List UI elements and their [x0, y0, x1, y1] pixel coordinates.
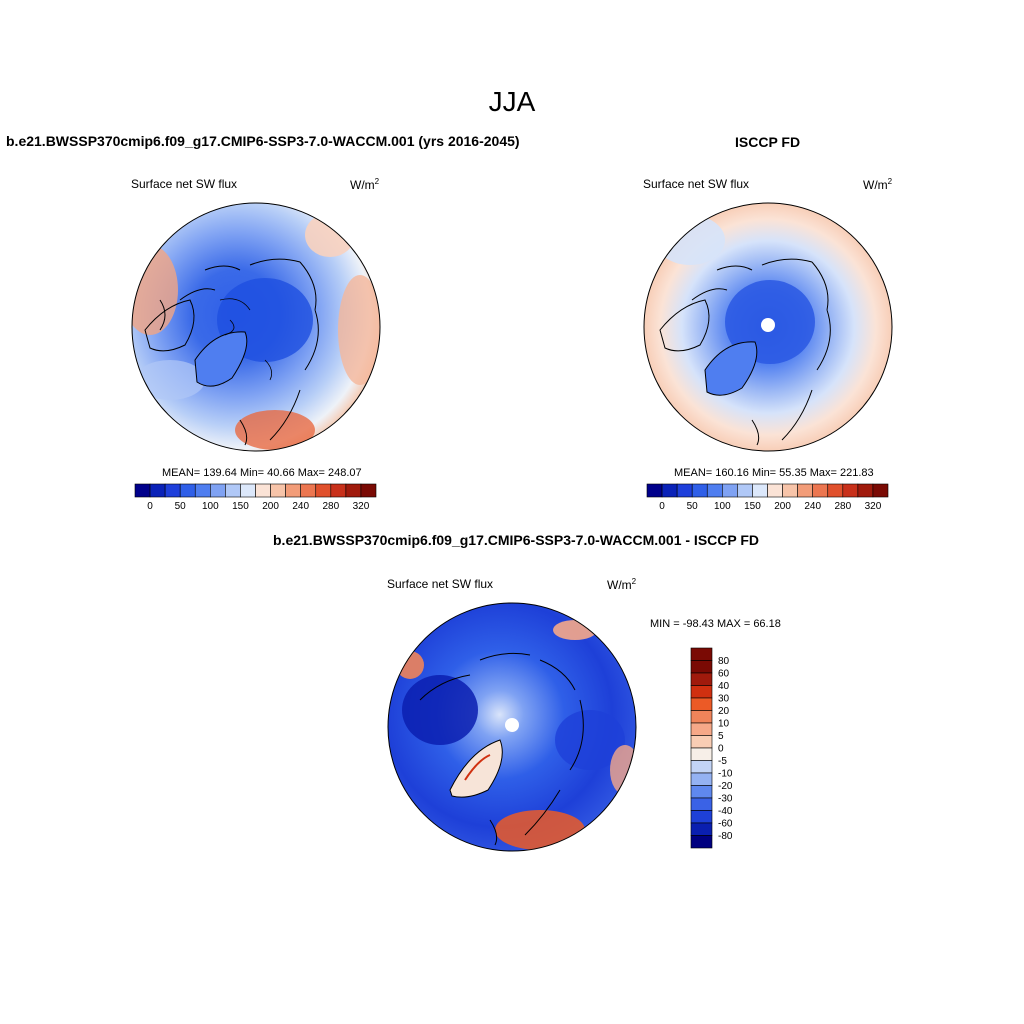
colorbar-swatch [345, 483, 362, 498]
panel-1-variable: Surface net SW flux [131, 177, 238, 191]
colorbar-tick-label: 280 [322, 501, 339, 512]
panel-2-colorbar: 0 50 100 150 200 240 280 320 [646, 483, 889, 512]
colorbar-tick-label: -5 [718, 756, 727, 767]
colorbar-swatch [690, 810, 713, 824]
colorbar-swatch [690, 710, 713, 724]
colorbar-swatch [842, 483, 859, 498]
colorbar-swatch [690, 672, 713, 686]
colorbar-swatch [300, 483, 317, 498]
colorbar-tick-label: -10 [718, 769, 733, 780]
panel-2-stats: MEAN= 160.16 Min= 55.35 Max= 221.83 [674, 467, 874, 479]
colorbar-swatch [646, 483, 663, 498]
colorbar-swatch [690, 835, 713, 849]
colorbar-tick-label: 150 [744, 501, 761, 512]
colorbar-swatch [706, 483, 723, 498]
colorbar-swatch [134, 483, 151, 498]
panel-3-stats: MIN = -98.43 MAX = 66.18 [650, 618, 781, 630]
colorbar-tick-label: 20 [718, 706, 730, 717]
colorbar-tick-label: -40 [718, 806, 733, 817]
colorbar-tick-label: 0 [718, 744, 724, 755]
colorbar-swatch [255, 483, 271, 498]
colorbar-tick-label: 200 [774, 501, 791, 512]
colorbar-tick-label: 280 [834, 501, 851, 512]
panel-1-units: W/m2 [350, 177, 380, 192]
colorbar-tick-label: 0 [659, 501, 665, 512]
colorbar-tick-label: 50 [687, 501, 699, 512]
colorbar-tick-label: 320 [865, 501, 882, 512]
colorbar-swatch [690, 760, 713, 774]
colorbar-swatch [690, 697, 713, 711]
colorbar-tick-label: 0 [147, 501, 153, 512]
colorbar-tick-label: 100 [202, 501, 219, 512]
colorbar-swatch [737, 483, 753, 498]
colorbar-swatch [164, 483, 181, 498]
colorbar-swatch [690, 785, 713, 799]
map-panel-2 [643, 202, 893, 452]
colorbar-swatch [767, 483, 783, 498]
colorbar-swatch [691, 483, 708, 498]
colorbar-swatch [270, 483, 286, 498]
colorbar-tick-label: 240 [292, 501, 309, 512]
colorbar-swatch [690, 797, 713, 811]
colorbar-swatch [690, 735, 713, 749]
colorbar-swatch [690, 772, 713, 786]
panel-3-variable: Surface net SW flux [387, 577, 494, 591]
colorbar-swatch [690, 647, 713, 661]
colorbar-tick-label: 320 [353, 501, 370, 512]
colorbar-swatch [149, 483, 166, 498]
colorbar-swatch [690, 747, 713, 761]
colorbar-tick-label: 240 [804, 501, 821, 512]
panel-3-units: W/m2 [607, 577, 637, 592]
panel-2-units: W/m2 [863, 177, 893, 192]
colorbar-swatch [872, 483, 889, 498]
colorbar-tick-label: 30 [718, 694, 730, 705]
colorbar-swatch [797, 483, 813, 498]
figure-title: JJA [488, 86, 536, 117]
colorbar-tick-label: 10 [718, 719, 730, 730]
colorbar-swatch [690, 685, 713, 699]
colorbar-tick-label: -60 [718, 819, 733, 830]
map-panel-1 [131, 202, 381, 452]
colorbar-tick-label: -20 [718, 781, 733, 792]
panel-1-title: b.e21.BWSSP370cmip6.f09_g17.CMIP6-SSP3-7… [6, 133, 520, 149]
colorbar-tick-label: -30 [718, 794, 733, 805]
colorbar-swatch [812, 483, 829, 498]
colorbar-tick-label: 40 [718, 681, 730, 692]
colorbar-swatch [690, 660, 713, 674]
colorbar-swatch [676, 483, 693, 498]
colorbar-tick-label: 150 [232, 501, 249, 512]
colorbar-tick-label: 5 [718, 731, 724, 742]
colorbar-tick-label: 100 [714, 501, 731, 512]
colorbar-swatch [360, 483, 377, 498]
panel-3-title: b.e21.BWSSP370cmip6.f09_g17.CMIP6-SSP3-7… [273, 532, 760, 548]
map-panel-3 [387, 602, 637, 852]
colorbar-tick-label: 80 [718, 656, 730, 667]
colorbar-swatch [210, 483, 226, 498]
colorbar-swatch [782, 483, 798, 498]
colorbar-tick-label: 200 [262, 501, 279, 512]
colorbar-swatch [722, 483, 738, 498]
colorbar-swatch [179, 483, 196, 498]
colorbar-swatch [285, 483, 301, 498]
colorbar-swatch [225, 483, 241, 498]
colorbar-swatch [857, 483, 874, 498]
colorbar-swatch [690, 722, 713, 736]
colorbar-swatch [194, 483, 211, 498]
colorbar-tick-label: 60 [718, 669, 730, 680]
colorbar-swatch [240, 483, 256, 498]
colorbar-swatch [690, 822, 713, 836]
colorbar-swatch [661, 483, 678, 498]
colorbar-swatch [752, 483, 768, 498]
colorbar-swatch [330, 483, 347, 498]
panel-1-colorbar: 0 50 100 150 200 240 280 320 [134, 483, 377, 512]
panel-1-stats: MEAN= 139.64 Min= 40.66 Max= 248.07 [162, 467, 362, 479]
colorbar-tick-label: 50 [175, 501, 187, 512]
colorbar-swatch [827, 483, 844, 498]
panel-2-title: ISCCP FD [735, 134, 801, 150]
panel-2-variable: Surface net SW flux [643, 177, 750, 191]
colorbar-tick-label: -80 [718, 831, 733, 842]
colorbar-swatch [315, 483, 332, 498]
